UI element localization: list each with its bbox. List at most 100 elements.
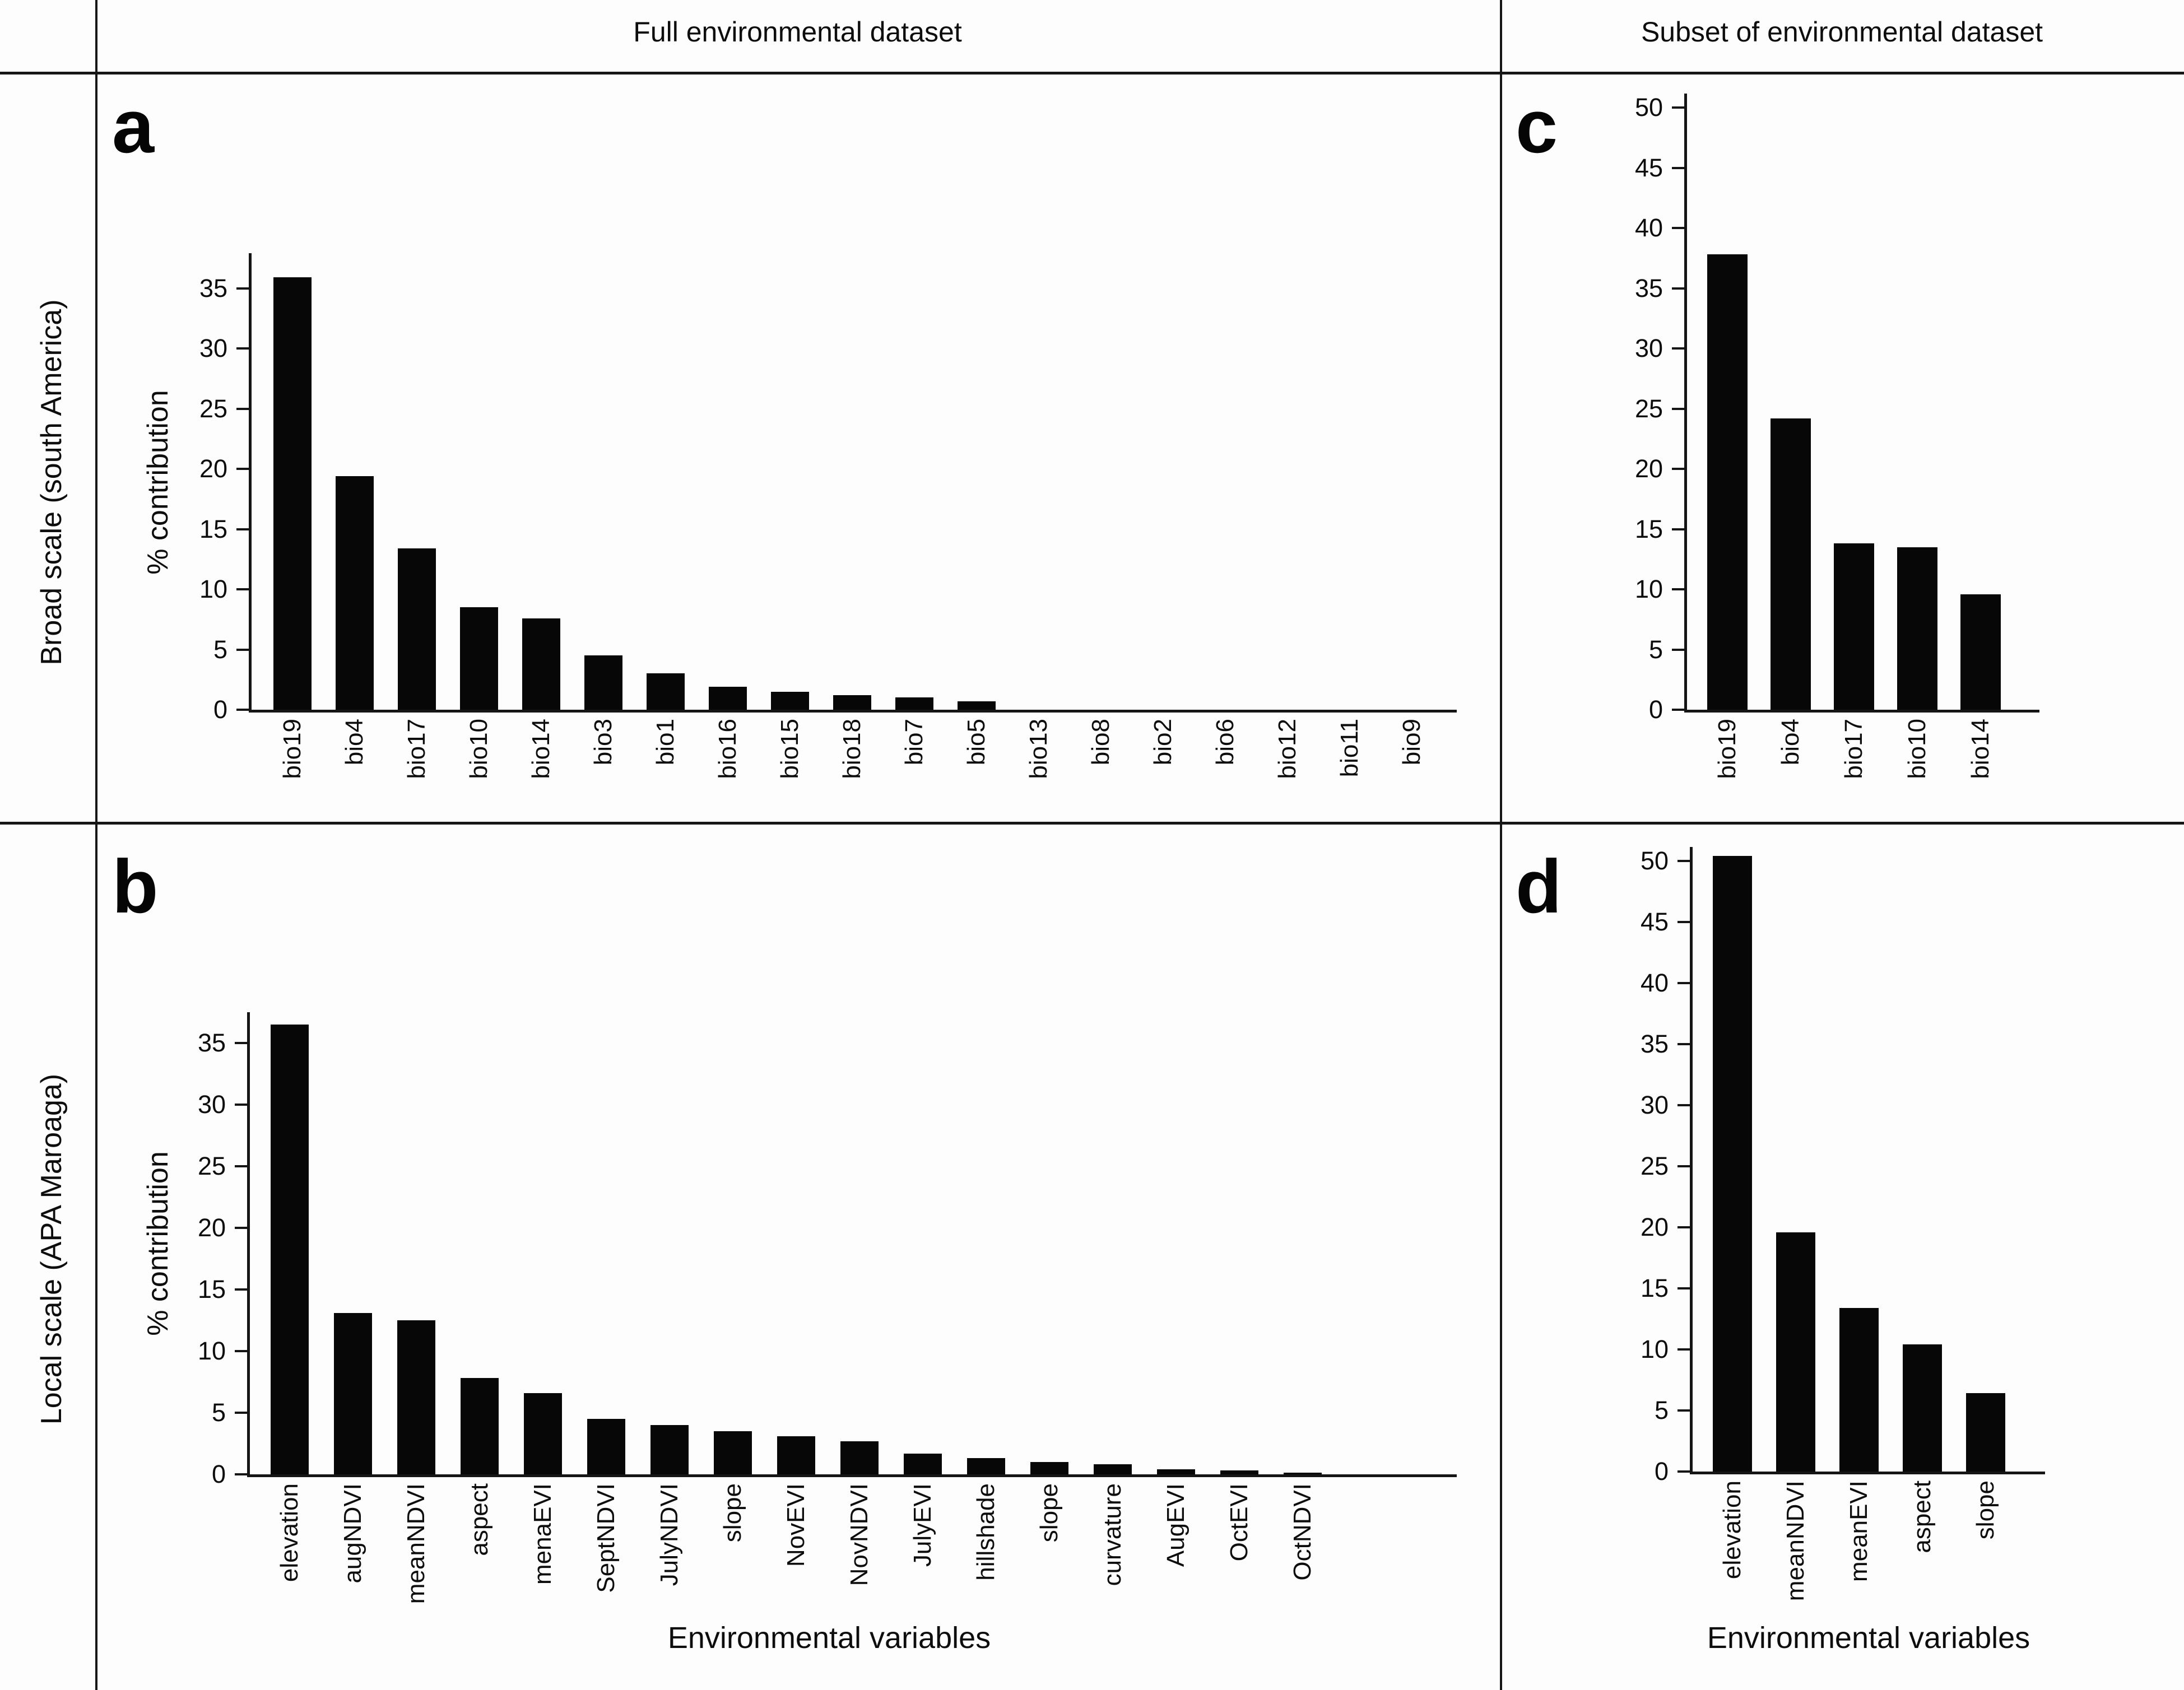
- row-label-broad-scale: Broad scale (south America): [35, 299, 68, 665]
- divider-center-column: [1500, 0, 1502, 1690]
- x-tick-label: bio4: [1777, 719, 1804, 766]
- x-tick-label: menaEVI: [529, 1483, 556, 1585]
- y-tick-mark: [1678, 921, 1691, 923]
- y-tick-mark: [236, 649, 250, 651]
- bar-bio10: [1897, 547, 1937, 710]
- y-tick-mark: [235, 1042, 248, 1044]
- y-tick-label: 30: [199, 334, 227, 362]
- y-tick-label: 30: [197, 1090, 226, 1119]
- bar-OctEVI: [1220, 1470, 1258, 1474]
- y-tick-mark: [236, 709, 250, 711]
- bar-slope: [714, 1431, 752, 1474]
- y-tick-label: 0: [211, 1460, 226, 1488]
- x-tick-label: bio19: [1713, 719, 1741, 779]
- x-tick-label: bio17: [403, 719, 430, 779]
- bar-bio16: [709, 687, 747, 710]
- bar-AugEVI: [1157, 1469, 1195, 1474]
- x-tick-label: bio14: [1967, 719, 1994, 779]
- y-tick-label: 45: [1640, 907, 1669, 936]
- panel-letter-d: d: [1516, 844, 1562, 929]
- bar-bio7: [895, 697, 933, 710]
- y-tick-label: 35: [197, 1028, 226, 1057]
- y-tick-label: 20: [1640, 1213, 1669, 1241]
- x-tick-label: augNDVI: [339, 1483, 366, 1584]
- y-tick-mark: [1678, 860, 1691, 862]
- bar-bio17: [398, 548, 436, 710]
- bar-JulyEVI: [904, 1454, 942, 1474]
- x-tick-label: slope: [1972, 1481, 1999, 1540]
- y-tick-mark: [1678, 1165, 1691, 1167]
- y-axis-line: [247, 1012, 250, 1477]
- x-tick-label: bio16: [714, 719, 741, 779]
- x-tick-label: SeptNDVI: [592, 1483, 620, 1593]
- y-tick-label: 10: [1634, 575, 1663, 603]
- x-axis-title-panel-d: Environmental variables: [1707, 1621, 2030, 1655]
- y-tick-mark: [235, 1288, 248, 1291]
- y-tick-mark: [1672, 167, 1685, 169]
- bar-elevation: [271, 1025, 309, 1474]
- x-axis-line: [1690, 1472, 2045, 1474]
- y-axis-title-panel-b: % contribution: [142, 1151, 174, 1336]
- bar-bio4: [336, 476, 374, 710]
- y-tick-mark: [1678, 1043, 1691, 1045]
- bar-bio14: [522, 618, 560, 710]
- x-tick-label: bio10: [1903, 719, 1931, 779]
- bar-NovEVI: [777, 1436, 815, 1474]
- x-tick-label: bio11: [1336, 719, 1363, 778]
- y-tick-label: 35: [199, 274, 227, 302]
- x-tick-label: meanEVI: [1845, 1481, 1872, 1582]
- bar-augNDVI: [334, 1313, 372, 1474]
- x-tick-label: JulyEVI: [909, 1483, 936, 1567]
- y-tick-mark: [1678, 982, 1691, 984]
- x-tick-label: bio1: [652, 719, 679, 766]
- y-tick-mark: [1672, 287, 1685, 290]
- y-tick-mark: [236, 468, 250, 470]
- bar-bio14: [1960, 594, 2001, 710]
- y-tick-mark: [1678, 1104, 1691, 1106]
- x-tick-label: slope: [719, 1483, 746, 1543]
- x-tick-label: hillshade: [972, 1483, 1000, 1581]
- x-tick-label: bio3: [589, 719, 617, 766]
- bar-curvature: [1094, 1464, 1132, 1474]
- x-tick-label: bio13: [1025, 719, 1052, 779]
- y-tick-label: 50: [1640, 846, 1669, 875]
- y-tick-label: 10: [199, 575, 227, 603]
- x-tick-label: bio8: [1087, 719, 1114, 766]
- y-tick-mark: [235, 1350, 248, 1352]
- x-tick-label: bio9: [1398, 719, 1425, 766]
- y-tick-label: 40: [1640, 969, 1669, 997]
- bar-NovNDVI: [840, 1441, 879, 1474]
- y-tick-mark: [236, 588, 250, 590]
- y-tick-label: 10: [197, 1337, 226, 1365]
- y-tick-label: 5: [1648, 635, 1663, 664]
- y-tick-label: 50: [1634, 93, 1663, 122]
- bar-aspect: [461, 1378, 499, 1474]
- y-tick-label: 25: [1634, 394, 1663, 423]
- row-label-local-scale: Local scale (APA Maroaga): [35, 1073, 68, 1425]
- x-tick-label: OctEVI: [1225, 1483, 1253, 1562]
- x-tick-label: bio2: [1149, 719, 1177, 766]
- y-tick-label: 15: [1640, 1274, 1669, 1302]
- x-tick-label: aspect: [466, 1483, 493, 1556]
- panel-letter-c: c: [1516, 84, 1558, 169]
- y-tick-mark: [1672, 227, 1685, 229]
- bar-meanNDVI: [397, 1320, 435, 1474]
- y-tick-label: 35: [1640, 1030, 1669, 1058]
- y-tick-mark: [235, 1104, 248, 1106]
- y-axis-line: [1684, 94, 1687, 713]
- bar-bio19: [273, 277, 312, 710]
- y-tick-label: 15: [1634, 515, 1663, 543]
- x-tick-label: OctNDVI: [1289, 1483, 1316, 1581]
- bar-bio17: [1834, 543, 1874, 710]
- x-axis-line: [1684, 710, 2039, 713]
- bar-bio3: [584, 655, 622, 710]
- bar-menaEVI: [524, 1393, 562, 1474]
- y-tick-label: 5: [1654, 1396, 1669, 1424]
- y-tick-label: 30: [1640, 1091, 1669, 1119]
- bar-aspect: [1903, 1344, 1942, 1472]
- x-tick-label: bio15: [776, 719, 803, 779]
- y-tick-mark: [1672, 588, 1685, 590]
- x-tick-label: elevation: [1718, 1481, 1746, 1580]
